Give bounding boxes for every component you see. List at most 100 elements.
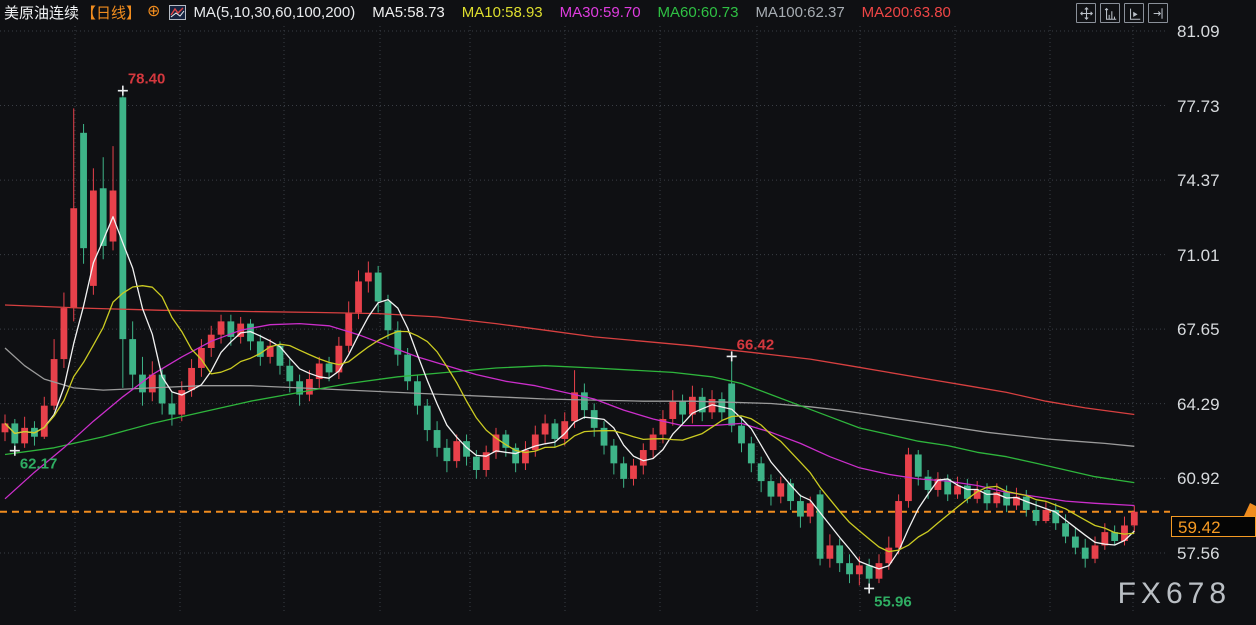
ma-legend-item: MA10:58.93: [461, 3, 543, 21]
candle: [639, 450, 647, 466]
candle: [1091, 545, 1099, 559]
candle: [364, 272, 372, 282]
price-flag-icon: [1244, 503, 1256, 516]
candle: [954, 485, 961, 495]
candle: [1003, 492, 1011, 506]
candle: [139, 374, 146, 393]
candle: [787, 483, 794, 502]
extreme-marker-icon: [117, 85, 128, 96]
y-axis-label: 57.56: [1177, 543, 1220, 563]
candle: [1032, 509, 1040, 522]
candle: [355, 281, 362, 313]
candle: [806, 503, 814, 517]
candle: [934, 478, 942, 490]
candle: [718, 399, 726, 413]
ma-legend: MA5:58.73 MA10:58.93 MA30:59.70 MA60:60.73 M…: [355, 4, 951, 21]
candle: [21, 427, 29, 444]
candle: [188, 367, 195, 391]
candle: [374, 272, 382, 302]
ma-line-ma5: [4, 216, 1135, 570]
candle: [571, 392, 578, 422]
price-annotation: 55.96: [874, 593, 912, 610]
candle: [600, 427, 608, 446]
candle: [885, 547, 893, 564]
exit-right-icon[interactable]: [1148, 3, 1168, 23]
ma-line-ma100: [4, 347, 1135, 447]
candle: [1121, 525, 1128, 541]
candle: [983, 489, 991, 504]
ma-line-ma10: [4, 285, 1135, 553]
candle: [531, 434, 539, 451]
candle: [178, 390, 186, 415]
candle: [963, 485, 971, 499]
candle: [492, 434, 500, 453]
candle: [630, 465, 637, 479]
candle: [797, 501, 804, 517]
chart-play-icon[interactable]: [1124, 3, 1144, 23]
grid-layer: [0, 26, 1168, 612]
candle: [276, 345, 284, 366]
candle: [89, 190, 97, 286]
candle: [649, 434, 657, 451]
candle: [924, 476, 932, 490]
candle: [60, 308, 68, 360]
ma-legend-item: MA30:59.70: [559, 3, 641, 21]
candle: [1, 423, 9, 433]
candle: [679, 401, 686, 415]
candle: [590, 410, 598, 428]
y-axis-label: 60.92: [1177, 469, 1220, 489]
candle: [659, 418, 667, 435]
candle: [384, 301, 392, 331]
crosshair-move-icon[interactable]: [1076, 3, 1096, 23]
extreme-marker-icon: [864, 583, 875, 594]
candle: [325, 363, 333, 373]
candle: [944, 478, 952, 495]
candle: [993, 492, 1001, 504]
candle: [728, 383, 736, 426]
candle: [502, 434, 510, 448]
period-label[interactable]: 【日线】: [81, 4, 142, 22]
ma-legend-item: MA60:60.73: [657, 3, 739, 21]
y-axis-label: 64.29: [1177, 394, 1220, 414]
candle: [914, 454, 922, 477]
ma-settings-label[interactable]: MA(5,10,30,60,100,200): [193, 3, 356, 21]
candle: [433, 430, 441, 448]
current-price-box[interactable]: 59.42: [1171, 515, 1256, 537]
candle: [708, 399, 716, 413]
y-axis-label: 71.01: [1177, 245, 1220, 265]
candles-layer: [1, 90, 1138, 589]
ma-legend-item: MA100:62.37: [755, 3, 845, 21]
candle: [227, 321, 235, 337]
price-annotation: 78.40: [128, 71, 166, 88]
candle: [875, 563, 883, 579]
candle: [777, 483, 785, 497]
candle: [40, 405, 48, 437]
candle: [286, 365, 294, 382]
candle: [757, 463, 765, 482]
candle: [482, 452, 490, 471]
candle: [1071, 536, 1079, 548]
candle: [80, 132, 87, 249]
candle: [855, 565, 863, 575]
candle: [551, 423, 559, 439]
ma-line-ma200: [4, 304, 1135, 416]
candle: [1022, 496, 1030, 510]
chart-type-icon[interactable]: [169, 4, 187, 20]
candle: [335, 345, 343, 373]
candle: [394, 330, 402, 355]
candle: [747, 443, 755, 464]
candle: [816, 494, 824, 559]
candle: [1062, 523, 1069, 537]
candle: [1042, 509, 1050, 522]
price-annotation: 62.17: [20, 456, 58, 473]
fit-left-axis-icon[interactable]: [1100, 3, 1120, 23]
y-axis-label: 74.37: [1177, 171, 1220, 191]
candle: [423, 405, 431, 431]
add-indicator-icon[interactable]: ⊕: [147, 3, 161, 20]
chart-toolbar: [1072, 3, 1168, 23]
candle: [1052, 509, 1060, 524]
candle: [247, 323, 254, 342]
candle: [119, 97, 127, 340]
